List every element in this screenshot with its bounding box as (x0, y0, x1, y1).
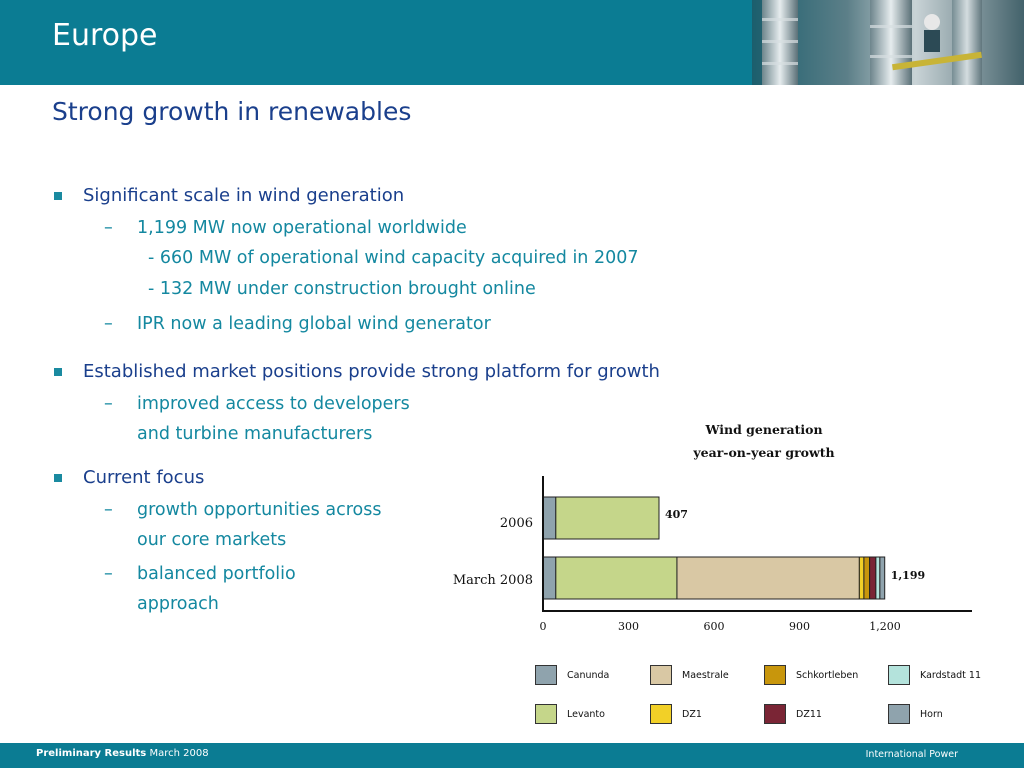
sub-bullet-portfolio: – balanced portfolio approach (52, 559, 672, 619)
sub-bullet-leading: – IPR now a leading global wind generato… (52, 309, 672, 339)
legend-label-canunda: Canunda (567, 670, 610, 681)
bar-segment-canunda-1 (542, 556, 557, 600)
detail-construction: - 132 MW under construction brought onli… (148, 279, 536, 299)
chart-legend: Canunda Maestrale Schkortleben Kardstadt 11… (535, 665, 1005, 735)
dash-icon: – (104, 564, 113, 584)
sub-bullet-access: – improved access to developers and turb… (52, 389, 672, 449)
x-tick-label-1: 300 (618, 620, 639, 633)
x-tick-label-2: 600 (704, 620, 725, 633)
dash-icon: – (104, 314, 113, 334)
legend-swatch-kardstadt-11 (888, 665, 910, 685)
legend-label-schkortleben: Schkortleben (796, 670, 859, 681)
legend-swatch-dz1 (650, 704, 672, 724)
bullet-list: Significant scale in wind generation – 1… (52, 185, 672, 619)
legend-swatch-schkortleben (764, 665, 786, 685)
header-industrial-photo (752, 0, 1024, 85)
bullet-wind-scale: Significant scale in wind generation (52, 185, 672, 207)
bar-segment-dz1-1 (858, 556, 865, 600)
footer-results: Preliminary Results March 2008 (36, 748, 209, 759)
footer-date: March 2008 (149, 748, 209, 759)
sub-bullet-growth: – growth opportunities across our core m… (52, 495, 672, 555)
chart-subtitle: year-on-year growth (692, 445, 834, 460)
bar-total-label-1: 1,199 (891, 569, 925, 582)
bar-segment-levanto-1 (555, 556, 678, 600)
dash-icon: – (104, 394, 113, 414)
legend-label-dz1: DZ1 (682, 709, 702, 720)
legend-swatch-canunda (535, 665, 557, 685)
legend-swatch-maestrale (650, 665, 672, 685)
legend-label-dz11: DZ11 (796, 709, 822, 720)
legend-label-maestrale: Maestrale (682, 670, 729, 681)
legend-label-horn: Horn (920, 709, 943, 720)
bar-segment-maestrale-1 (676, 556, 860, 600)
category-label-1: March 2008 (453, 573, 533, 588)
chart-title: Wind generation (704, 422, 822, 437)
detail-acquired: - 660 MW of operational wind capacity ac… (148, 248, 639, 268)
footer-bar: Preliminary Results March 2008 Internati… (0, 743, 1024, 768)
bullet-square-icon (54, 474, 62, 482)
page-section-title: Europe (52, 18, 158, 53)
header-bar: Europe (0, 0, 1024, 85)
footer-results-bold: Preliminary Results (36, 748, 147, 759)
bullet-market-positions: Established market positions provide str… (52, 361, 672, 383)
sub-bullet-operational: – 1,199 MW now operational worldwide (52, 213, 672, 243)
legend-swatch-levanto (535, 704, 557, 724)
x-tick-label-3: 900 (789, 620, 810, 633)
footer-company: International Power (865, 749, 958, 760)
bar-segment-levanto-0 (555, 496, 660, 540)
bar-segment-schkortleben-1 (863, 556, 871, 600)
bullet-square-icon (54, 368, 62, 376)
bar-total-label-0: 407 (665, 508, 688, 521)
bullet-current-focus: Current focus (52, 467, 672, 489)
bar-segment-kardstadt-11-1 (875, 556, 881, 600)
legend-label-kardstadt-11: Kardstadt 11 (920, 670, 982, 681)
x-tick-label-0: 0 (540, 620, 547, 633)
x-tick-label-4: 1,200 (869, 620, 901, 633)
legend-swatch-dz11 (764, 704, 786, 724)
legend-swatch-horn (888, 704, 910, 724)
legend-label-levanto: Levanto (567, 709, 605, 720)
dash-icon: – (104, 500, 113, 520)
bar-segment-canunda-0 (542, 496, 557, 540)
dash-icon: – (104, 218, 113, 238)
bar-segment-horn-1 (879, 556, 886, 600)
bullet-square-icon (54, 192, 62, 200)
bar-segment-dz11-1 (869, 556, 877, 600)
slide-subtitle: Strong growth in renewables (52, 97, 412, 126)
category-label-0: 2006 (500, 516, 533, 531)
